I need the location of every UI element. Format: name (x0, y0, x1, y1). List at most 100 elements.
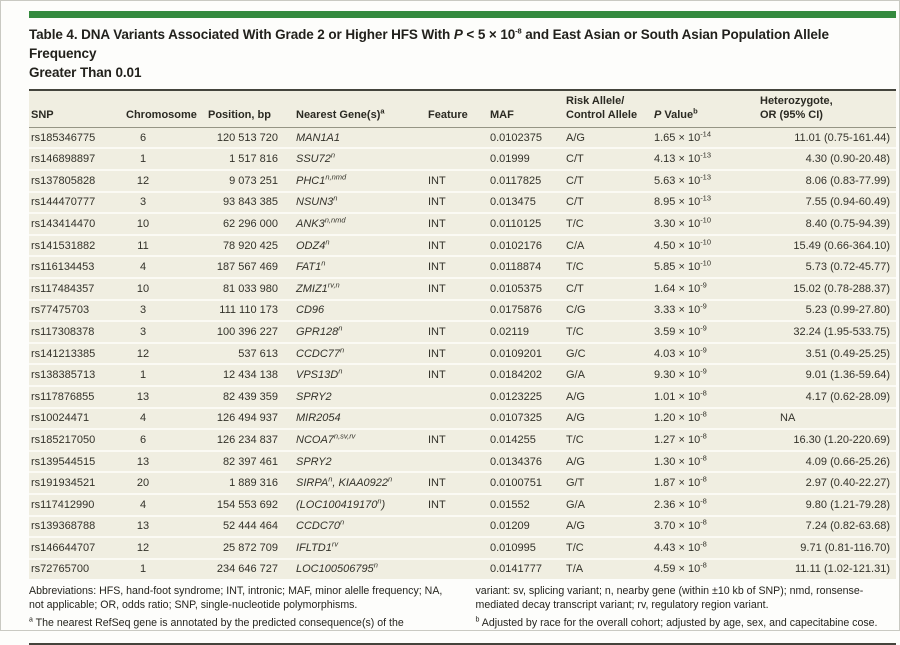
header-row: SNP Chromosome Position, bp Nearest Gene(s)… (29, 91, 896, 128)
table-row: rs77475703 3 111 110 173 CD96 0.0175876 C/G 3.… (29, 298, 896, 322)
cell-gene: (LOC100419170n) (292, 492, 424, 516)
cell-chr: 11 (124, 233, 204, 257)
cell-pos: 62 296 000 (204, 212, 292, 235)
cell-pos: 81 033 980 (204, 277, 292, 300)
cell-snp: rs10024471 (29, 406, 124, 430)
cell-maf: 0.02119 (486, 320, 562, 343)
table-row: rs116134453 4 187 567 469 FAT1n INT 0.0118874… (29, 255, 896, 278)
table-row: rs139368788 13 52 444 464 CCDC70n 0.01209 A/G… (29, 514, 896, 538)
table-row: rs138385713 1 12 434 138 VPS13Dn INT 0.018420… (29, 363, 896, 386)
cell-pos: 126 234 837 (204, 428, 292, 451)
cell-feature (424, 536, 486, 559)
cell-p: 3.70 × 10-8 (650, 514, 756, 538)
table-row: rs185217050 6 126 234 837 NCOA7n,sv,rv INT 0.… (29, 428, 896, 451)
cell-maf: 0.0102176 (486, 233, 562, 257)
cell-snp: rs143414470 (29, 212, 124, 235)
cell-snp: rs137805828 (29, 169, 124, 192)
footnote-paragraph: a The nearest RefSeq gene is annotated b… (29, 616, 404, 630)
cell-p: 5.63 × 10-13 (650, 169, 756, 192)
cell-chr: 13 (124, 384, 204, 408)
cell-p: 1.20 × 10-8 (650, 406, 756, 430)
cell-snp: rs117412990 (29, 492, 124, 516)
cell-snp: rs77475703 (29, 298, 124, 322)
cell-snp: rs185217050 (29, 428, 124, 451)
cell-gene: CCDC70n (292, 514, 424, 538)
cell-feature: INT (424, 212, 486, 235)
cell-snp: rs141213385 (29, 341, 124, 365)
cell-or: 7.24 (0.82-63.68) (756, 514, 896, 538)
column-header-pos: Position, bp (204, 91, 292, 128)
cell-snp: rs146898897 (29, 147, 124, 171)
cell-pos: 234 646 727 (204, 557, 292, 580)
cell-p: 1.64 × 10-9 (650, 277, 756, 300)
cell-p: 4.50 × 10-10 (650, 233, 756, 257)
cell-gene: ANK3n,nmd (292, 212, 424, 235)
cell-or: 15.02 (0.78-288.37) (756, 277, 896, 300)
cell-feature (424, 298, 486, 322)
cell-pos: 12 434 138 (204, 363, 292, 386)
cell-gene: SPRY2 (292, 384, 424, 408)
cell-feature (424, 127, 486, 149)
cell-or: 16.30 (1.20-220.69) (756, 428, 896, 451)
cell-chr: 6 (124, 127, 204, 149)
cell-chr: 10 (124, 212, 204, 235)
cell-snp: rs139544515 (29, 449, 124, 473)
cell-allele: A/G (562, 127, 650, 149)
cell-allele: T/C (562, 320, 650, 343)
cell-gene: ZMIZ1rv,n (292, 277, 424, 300)
cell-p: 3.33 × 10-9 (650, 298, 756, 322)
cell-allele: T/C (562, 212, 650, 235)
cell-p: 8.95 × 10-13 (650, 190, 756, 214)
cell-p: 4.43 × 10-8 (650, 536, 756, 559)
cell-pos: 78 920 425 (204, 233, 292, 257)
cell-maf: 0.010995 (486, 536, 562, 559)
cell-gene: PHC1n,nmd (292, 169, 424, 192)
cell-or: 4.09 (0.66-25.26) (756, 449, 896, 473)
cell-p: 9.30 × 10-9 (650, 363, 756, 386)
cell-gene: MAN1A1 (292, 127, 424, 149)
table-body: rs185346775 6 120 513 720 MAN1A1 0.0102375 A/… (29, 127, 896, 580)
cell-allele: A/G (562, 514, 650, 538)
cell-maf: 0.0102375 (486, 127, 562, 149)
footnotes: Abbreviations: HFS, hand-foot syndrome; … (29, 585, 896, 635)
cell-p: 1.01 × 10-8 (650, 384, 756, 408)
table-title-line-2: Greater Than 0.01 (29, 65, 142, 81)
cell-chr: 20 (124, 471, 204, 494)
column-header-snp: SNP (29, 91, 124, 128)
cell-allele: T/C (562, 536, 650, 559)
cell-or: 4.30 (0.90-20.48) (756, 147, 896, 171)
table-row: rs72765700 1 234 646 727 LOC100506795n 0.014… (29, 557, 896, 580)
table-row: rs143414470 10 62 296 000 ANK3n,nmd INT 0.011… (29, 212, 896, 235)
cell-chr: 13 (124, 449, 204, 473)
cell-or: 9.01 (1.36-59.64) (756, 363, 896, 386)
cell-allele: C/T (562, 147, 650, 171)
table-row: rs146898897 1 1 517 816 SSU72n 0.01999 C/T 4.1… (29, 147, 896, 171)
table-row: rs141531882 11 78 920 425 ODZ4n INT 0.0102176… (29, 233, 896, 257)
cell-feature: INT (424, 190, 486, 214)
cell-or: NA (756, 406, 896, 430)
cell-maf: 0.0118874 (486, 255, 562, 278)
cell-or: 11.01 (0.75-161.44) (756, 127, 896, 149)
cell-snp: rs117308378 (29, 320, 124, 343)
cell-feature: INT (424, 428, 486, 451)
column-header-chr: Chromosome (124, 91, 204, 128)
cell-p: 4.59 × 10-8 (650, 557, 756, 580)
cell-allele: C/A (562, 233, 650, 257)
cell-gene: GPR128n (292, 320, 424, 343)
cell-feature: INT (424, 277, 486, 300)
title-divider (29, 89, 896, 92)
cell-snp: rs146644707 (29, 536, 124, 559)
cell-pos: 52 444 464 (204, 514, 292, 538)
cell-snp: rs139368788 (29, 514, 124, 538)
cell-chr: 12 (124, 341, 204, 365)
cell-gene: NCOA7n,sv,rv (292, 428, 424, 451)
cell-allele: T/A (562, 557, 650, 580)
cell-snp: rs185346775 (29, 127, 124, 149)
table-row: rs117412990 4 154 553 692 (LOC100419170n) IN… (29, 492, 896, 516)
cell-snp: rs191934521 (29, 471, 124, 494)
cell-or: 32.24 (1.95-533.75) (756, 320, 896, 343)
column-header-or: Heterozygote, OR (95% CI) (756, 91, 896, 128)
footnotes-left-column: Abbreviations: HFS, hand-foot syndrome; … (29, 585, 450, 635)
cell-gene: SIRPAn, KIAA0922n (292, 471, 424, 494)
